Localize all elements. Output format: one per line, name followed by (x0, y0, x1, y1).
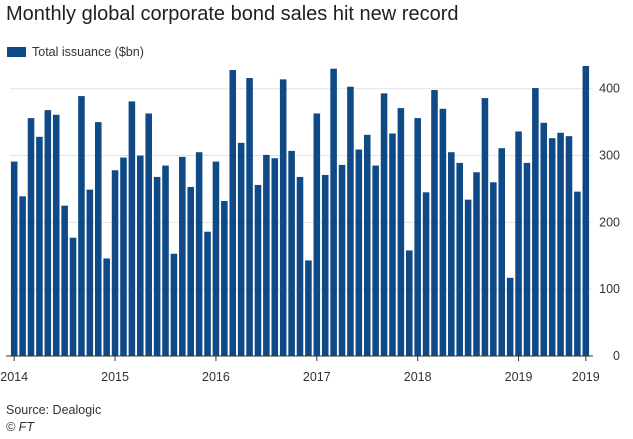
bar (338, 164, 346, 356)
bar (27, 118, 35, 356)
x-tick-label: 2014 (0, 370, 28, 384)
bar (347, 86, 354, 356)
bar (582, 66, 590, 356)
bar (380, 93, 388, 357)
bar (557, 132, 564, 356)
bar (179, 156, 186, 356)
x-tick-label: 2019 (505, 370, 533, 384)
ft-credit: © FT (6, 420, 34, 434)
bar (78, 96, 85, 356)
legend-swatch (7, 47, 26, 57)
bar (456, 162, 463, 356)
y-tick-label: 0 (613, 349, 620, 363)
bar (288, 150, 295, 356)
bar (61, 205, 68, 356)
bar (229, 70, 237, 357)
source-note: Source: Dealogic (6, 403, 102, 417)
legend-label: Total issuance ($bn) (32, 45, 144, 59)
bar (111, 170, 119, 356)
axes: 0 100 200 300 400 2014 2015 2016 2017 2018 2019 201… (0, 82, 620, 384)
chart-title: Monthly global corporate bond sales hit … (6, 3, 459, 25)
bar (574, 191, 581, 356)
bar (296, 176, 304, 356)
bar (44, 110, 52, 356)
bar (153, 176, 161, 356)
chart-legend: Total issuance ($bn) (7, 44, 144, 60)
y-tick-label: 200 (599, 215, 620, 229)
bar (448, 152, 455, 356)
bar (422, 192, 430, 356)
bar (246, 78, 253, 356)
bar (372, 165, 379, 356)
bar (523, 162, 531, 356)
bar (406, 250, 413, 356)
y-tick-label: 300 (599, 149, 620, 163)
bar (237, 142, 245, 356)
bar (540, 122, 548, 356)
bar (195, 152, 203, 356)
bar (464, 199, 472, 356)
bar (330, 68, 337, 357)
x-tick-label: 2017 (303, 370, 331, 384)
bar (145, 113, 152, 356)
bar (271, 158, 279, 356)
bar (515, 131, 522, 356)
bar (221, 200, 228, 356)
bar (473, 172, 480, 356)
bar (69, 237, 77, 356)
bar (128, 101, 136, 356)
bar (204, 231, 211, 356)
bar (355, 149, 363, 356)
x-tick-label: 2019 (572, 370, 600, 384)
bar (137, 155, 144, 356)
bar (120, 157, 127, 356)
bar-series (10, 66, 590, 357)
bar (254, 184, 262, 356)
bar (565, 136, 573, 356)
y-tick-label: 400 (599, 82, 620, 96)
bar (439, 108, 447, 357)
bar (10, 161, 18, 356)
bar (103, 258, 110, 356)
bar (305, 260, 312, 356)
bar (86, 189, 94, 356)
y-tick-label: 100 (599, 282, 620, 296)
bar (187, 186, 195, 356)
bar (263, 154, 270, 356)
bar (548, 138, 556, 356)
bar (397, 108, 405, 356)
bar (414, 118, 421, 356)
bar (19, 196, 26, 356)
bar (94, 122, 102, 356)
bar (162, 165, 169, 356)
bar (363, 134, 371, 356)
x-tick-label: 2018 (404, 370, 432, 384)
bar (279, 79, 287, 357)
bar (490, 182, 497, 356)
bar (212, 161, 220, 356)
bar (532, 88, 539, 356)
x-tick-label: 2016 (202, 370, 230, 384)
bar (321, 174, 329, 356)
bar (506, 277, 514, 356)
bar-chart: 0 100 200 300 400 2014 2015 2016 2017 2018 2019 201… (0, 66, 620, 384)
bar (481, 98, 489, 356)
bar (431, 90, 438, 356)
bar (52, 114, 60, 356)
bar (36, 136, 43, 356)
bar (170, 253, 178, 356)
bar (313, 113, 321, 356)
bar (389, 133, 396, 356)
bar (498, 148, 506, 356)
x-tick-label: 2015 (101, 370, 129, 384)
